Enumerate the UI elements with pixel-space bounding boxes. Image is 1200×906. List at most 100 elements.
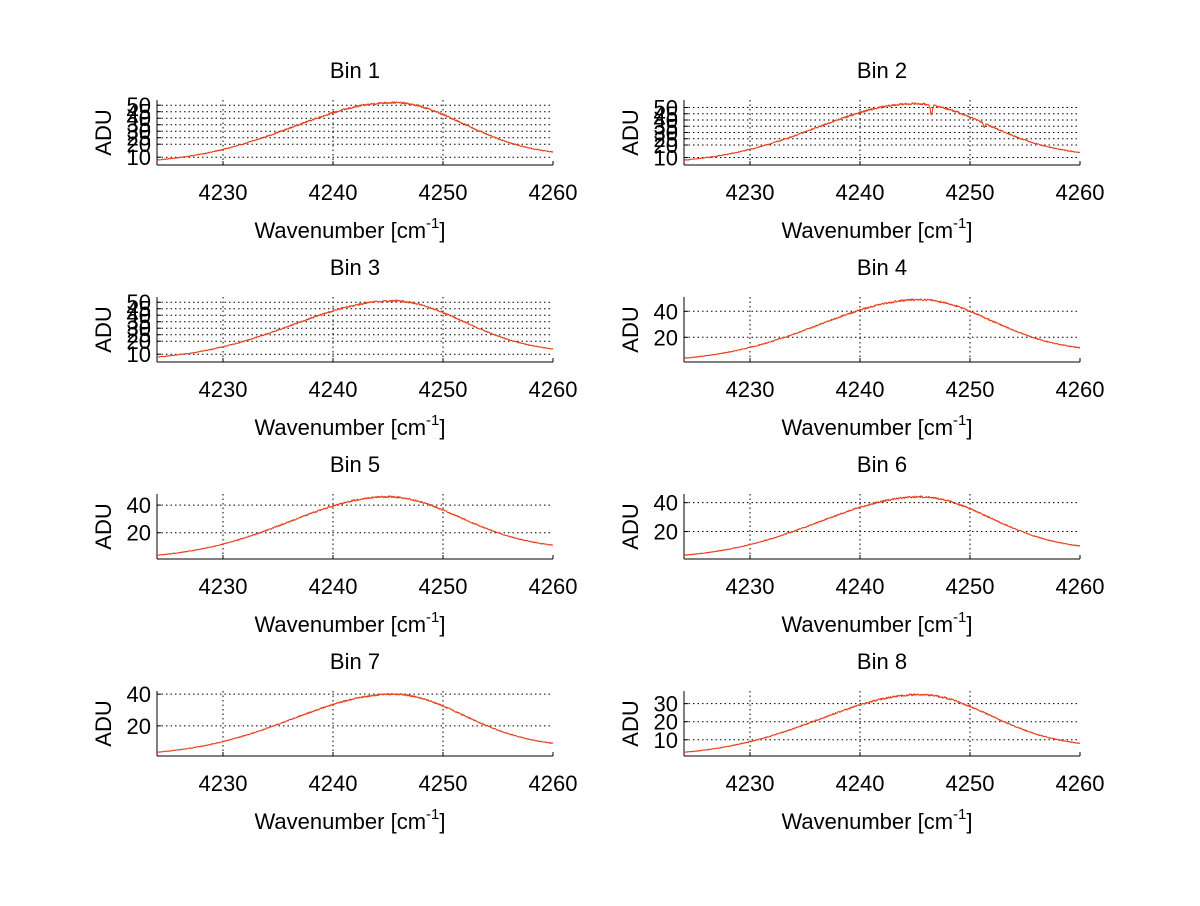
y-tick-label: 20 <box>654 710 678 735</box>
subplot-title: Bin 6 <box>857 452 907 477</box>
subplot-5: 4230 4240 4250 4260 20 40 Bin 5 Wavenumber [cm-… <box>91 452 577 637</box>
y-tick-label: 10 <box>127 342 151 367</box>
spectrum-line <box>683 298 1081 359</box>
subplot-7: 4230 4240 4250 4260 20 40 Bin 7 Wavenumber [cm-… <box>91 649 577 834</box>
x-tick-label: 4250 <box>946 771 995 796</box>
x-axis-label-text: Wavenumber [cm <box>254 809 426 834</box>
y-tick-label: 35 <box>654 114 678 139</box>
x-tick-label: 4230 <box>726 377 775 402</box>
x-tick-label: 4230 <box>199 377 248 402</box>
x-axis-label: Wavenumber [cm-1] <box>781 806 972 834</box>
spectrum-line <box>156 495 554 556</box>
x-axis-label-end: ] <box>966 415 972 440</box>
x-axis-label: Wavenumber [cm-1] <box>254 215 445 243</box>
x-axis-label-end: ] <box>966 612 972 637</box>
y-axis-label: ADU <box>91 503 116 549</box>
x-tick-label: 4240 <box>836 377 885 402</box>
x-axis-label-end: ] <box>439 415 445 440</box>
x-axis-label: Wavenumber [cm-1] <box>254 412 445 440</box>
x-tick-label: 4260 <box>1056 574 1105 599</box>
x-axis-label-exponent: -1 <box>426 215 439 232</box>
y-tick-label: 35 <box>127 113 151 138</box>
y-tick-label: 35 <box>127 310 151 335</box>
y-tick-label: 10 <box>654 728 678 753</box>
x-axis-label: Wavenumber [cm-1] <box>781 609 972 637</box>
subplot-title: Bin 7 <box>330 649 380 674</box>
x-tick-label: 4260 <box>529 771 578 796</box>
subplot-6: 4230 4240 4250 4260 20 40 Bin 6 Wavenumber [cm-… <box>618 452 1104 637</box>
y-tick-label: 20 <box>127 714 151 739</box>
y-tick-label: 30 <box>127 316 151 341</box>
x-tick-label: 4230 <box>726 180 775 205</box>
x-axis-label-text: Wavenumber [cm <box>254 612 426 637</box>
y-tick-label: 40 <box>127 493 151 518</box>
x-axis-label: Wavenumber [cm-1] <box>254 806 445 834</box>
x-axis-label-end: ] <box>966 809 972 834</box>
y-tick-label: 40 <box>127 682 151 707</box>
y-tick-label: 40 <box>654 491 678 516</box>
y-tick-label: 50 <box>654 96 678 121</box>
x-axis-label-exponent: -1 <box>953 412 966 429</box>
y-tick-label: 45 <box>127 297 151 322</box>
x-tick-label: 4250 <box>946 574 995 599</box>
x-axis-label-end: ] <box>439 218 445 243</box>
x-tick-label: 4240 <box>836 771 885 796</box>
x-axis-label-exponent: -1 <box>426 609 439 626</box>
y-tick-label: 20 <box>654 325 678 350</box>
y-tick-label: 40 <box>127 303 151 328</box>
x-axis-label-exponent: -1 <box>953 609 966 626</box>
y-tick-label: 30 <box>654 121 678 146</box>
x-axis-label-exponent: -1 <box>953 806 966 823</box>
x-tick-label: 4230 <box>726 771 775 796</box>
x-axis-label-end: ] <box>439 809 445 834</box>
y-tick-label: 45 <box>654 102 678 127</box>
x-tick-label: 4230 <box>199 771 248 796</box>
x-tick-label: 4260 <box>529 574 578 599</box>
y-axis-label: ADU <box>618 306 643 352</box>
x-tick-label: 4240 <box>309 377 358 402</box>
y-tick-label: 40 <box>127 106 151 131</box>
spectrum-line <box>156 101 554 161</box>
x-tick-label: 4230 <box>726 574 775 599</box>
x-axis-label-exponent: -1 <box>426 412 439 429</box>
y-axis-label: ADU <box>618 503 643 549</box>
x-tick-label: 4260 <box>1056 180 1105 205</box>
y-tick-label: 10 <box>654 146 678 171</box>
y-tick-label: 50 <box>127 290 151 315</box>
y-tick-label: 20 <box>127 521 151 546</box>
x-tick-label: 4260 <box>1056 377 1105 402</box>
y-axis-label: ADU <box>91 109 116 155</box>
subplot-title: Bin 4 <box>857 255 907 280</box>
x-axis-label-text: Wavenumber [cm <box>781 415 953 440</box>
y-tick-label: 25 <box>654 127 678 152</box>
x-tick-label: 4230 <box>199 180 248 205</box>
y-axis-label: ADU <box>618 700 643 746</box>
spectrum-line <box>156 692 554 753</box>
subplot-title: Bin 8 <box>857 649 907 674</box>
spectrum-line <box>683 102 1081 161</box>
subplot-title: Bin 5 <box>330 452 380 477</box>
y-tick-label: 30 <box>654 692 678 717</box>
y-tick-label: 10 <box>127 145 151 170</box>
x-axis-label-text: Wavenumber [cm <box>254 415 426 440</box>
y-tick-label: 40 <box>654 299 678 324</box>
y-tick-label: 30 <box>127 119 151 144</box>
x-tick-label: 4250 <box>419 771 468 796</box>
x-tick-label: 4250 <box>946 377 995 402</box>
y-tick-label: 20 <box>127 329 151 354</box>
x-axis-label-text: Wavenumber [cm <box>781 218 953 243</box>
y-tick-label: 20 <box>654 133 678 158</box>
x-tick-label: 4240 <box>309 771 358 796</box>
y-tick-label: 50 <box>127 93 151 118</box>
subplot-title: Bin 3 <box>330 255 380 280</box>
spectrum-line <box>156 299 554 358</box>
y-axis-label: ADU <box>91 306 116 352</box>
x-axis-label: Wavenumber [cm-1] <box>781 215 972 243</box>
x-tick-label: 4250 <box>419 377 468 402</box>
x-tick-label: 4230 <box>199 574 248 599</box>
spectrum-line <box>683 693 1081 753</box>
